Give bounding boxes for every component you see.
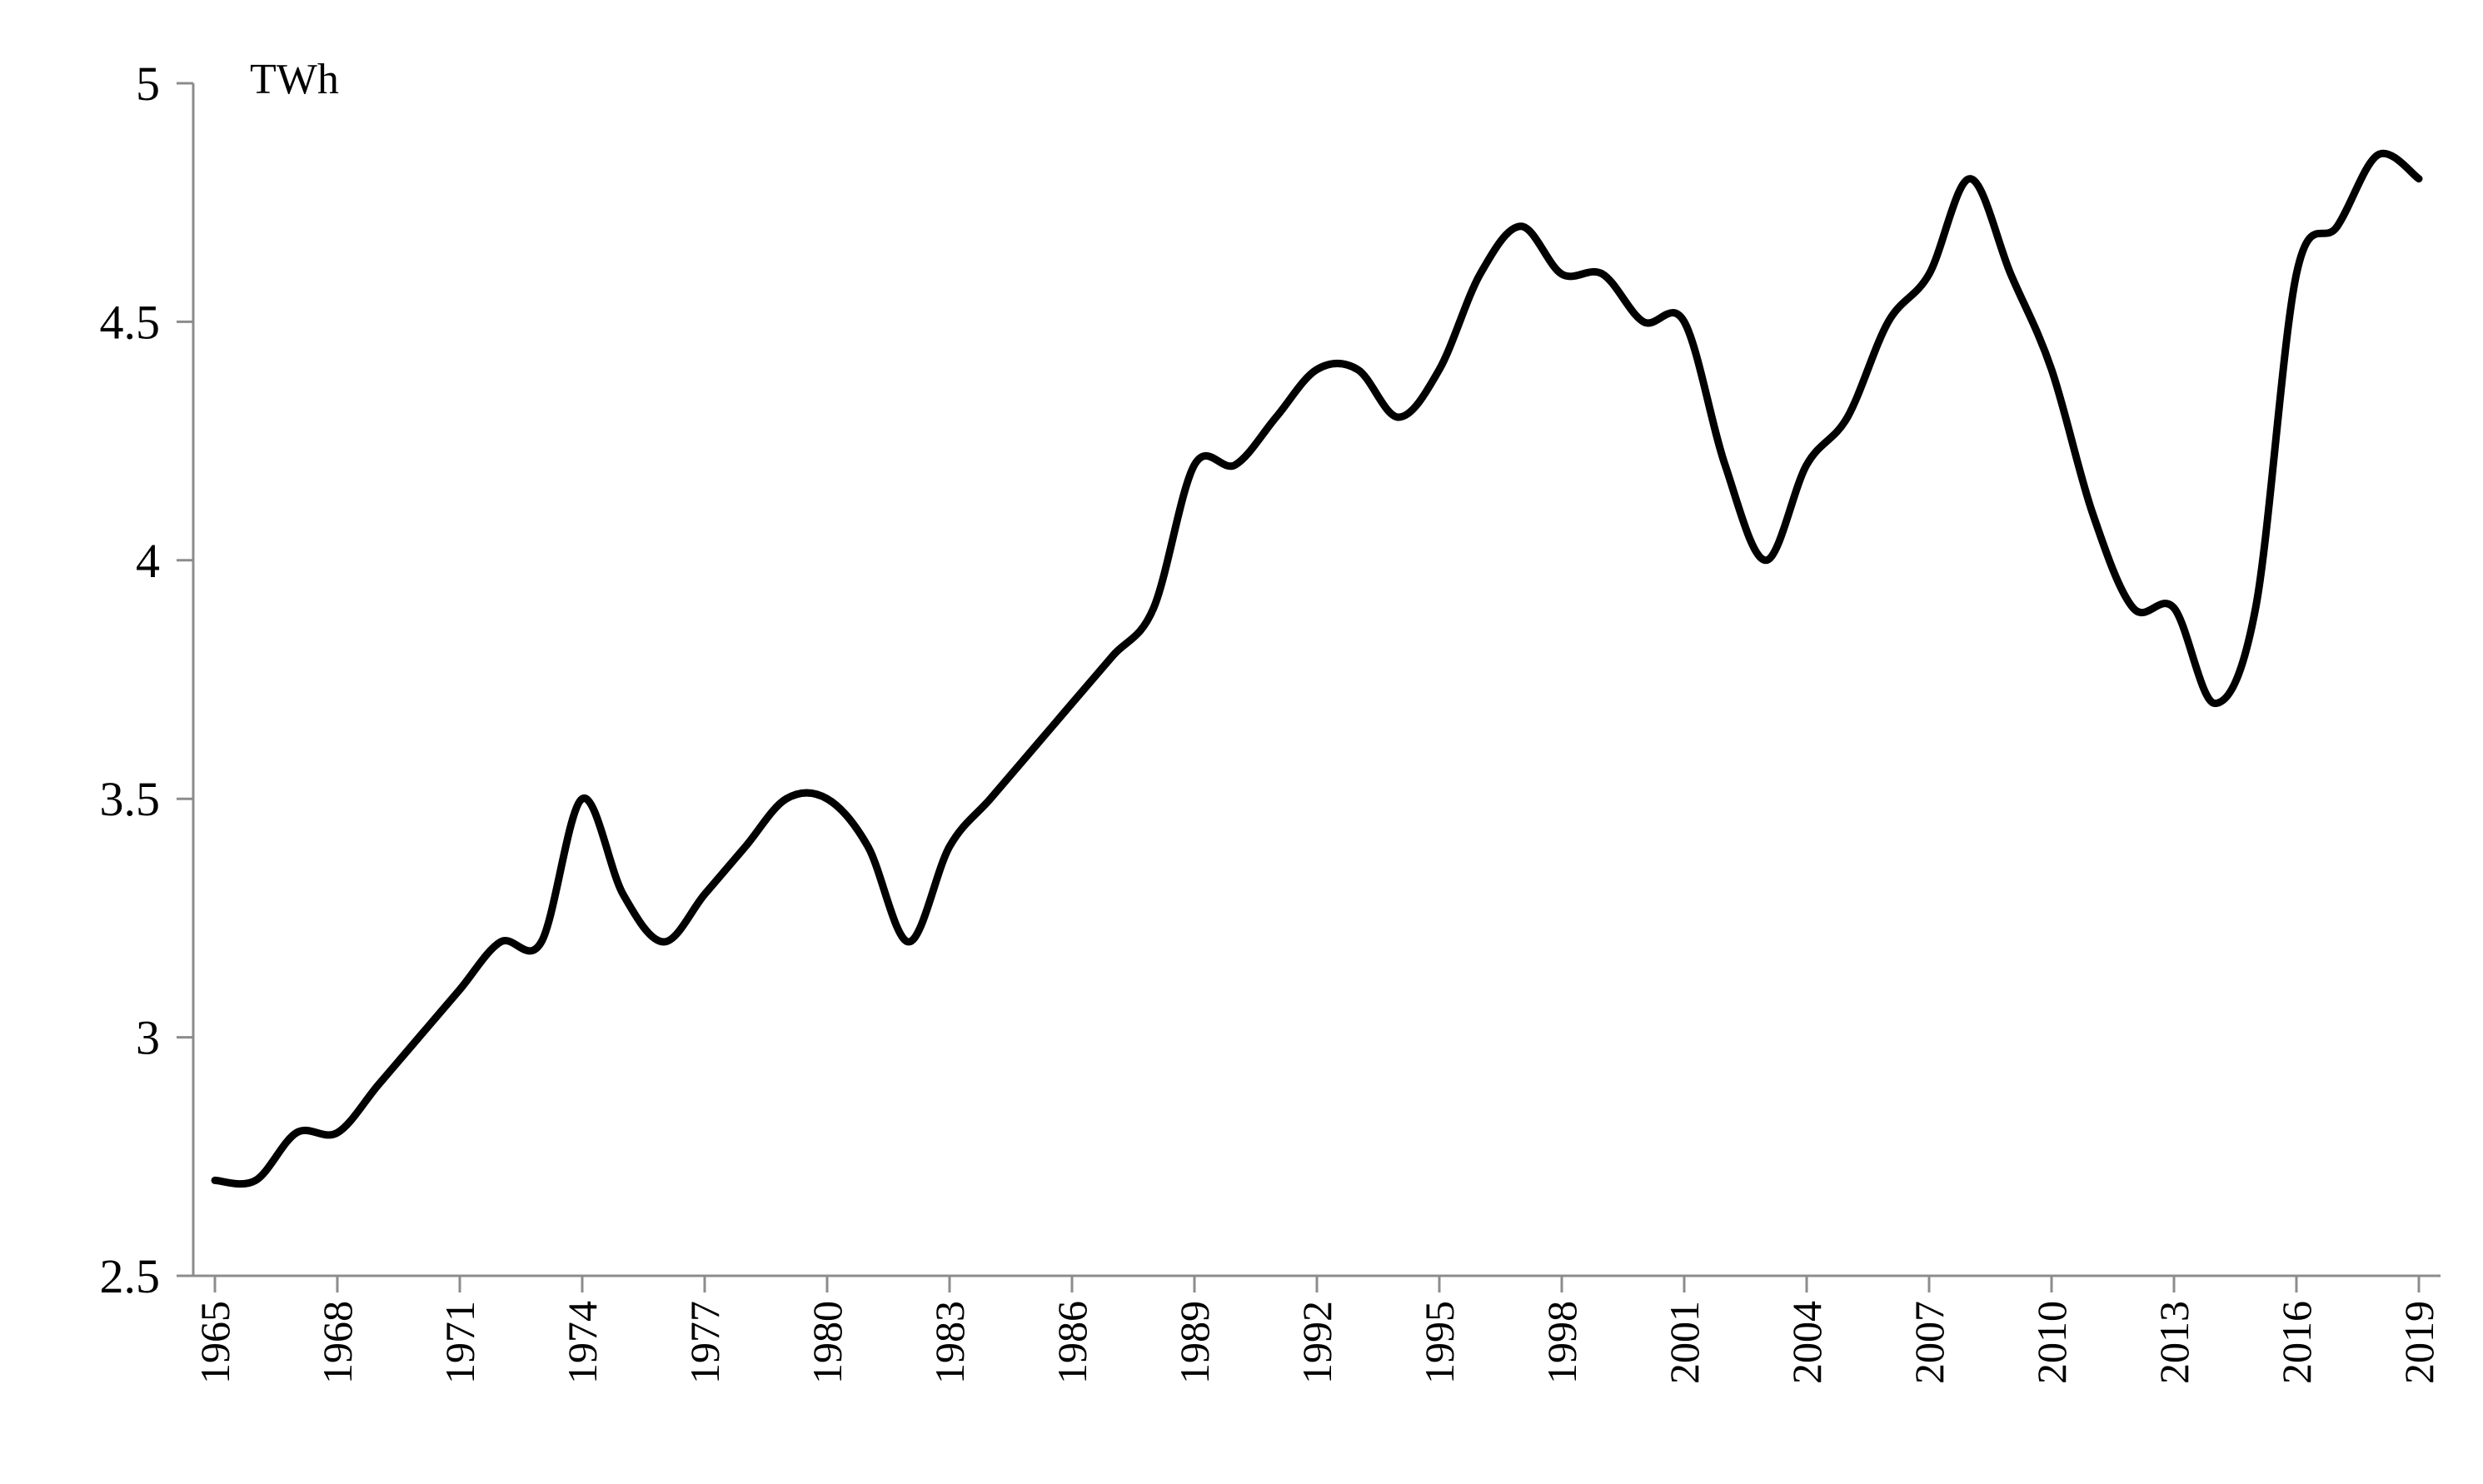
x-tick-label: 2019 [2396, 1301, 2442, 1384]
x-tick-label: 1983 [926, 1301, 973, 1384]
series-layer [211, 149, 2423, 1188]
series-line-0 [211, 149, 2423, 1188]
x-tick-label: 1977 [681, 1301, 728, 1384]
x-tick-label: 2004 [1783, 1301, 1830, 1384]
y-axis-unit-label: TWh [250, 56, 339, 103]
x-tick-label: 1995 [1416, 1301, 1463, 1384]
y-tick-label: 3 [136, 1011, 160, 1065]
x-tick-label: 1965 [192, 1301, 238, 1384]
x-tick-label: 2001 [1661, 1301, 1708, 1384]
x-tick-label: 2007 [1906, 1301, 1952, 1384]
x-tick-label: 1974 [559, 1301, 606, 1384]
x-tick-label: 1968 [314, 1301, 361, 1384]
x-tick-label: 1980 [804, 1301, 850, 1384]
y-tick-label: 4 [136, 534, 160, 588]
y-tick-label: 5 [136, 57, 160, 111]
x-tick-label: 1971 [436, 1301, 483, 1384]
x-tick-label: 1998 [1538, 1301, 1585, 1384]
y-tick-label: 4.5 [100, 295, 161, 349]
x-tick-label: 1989 [1171, 1301, 1218, 1384]
x-tick-label: 2013 [2151, 1301, 2197, 1384]
x-tick-label: 1992 [1294, 1301, 1340, 1384]
y-tick-label: 2.5 [100, 1249, 161, 1303]
x-tick-label: 2016 [2273, 1301, 2320, 1384]
y-tick-label: 3.5 [100, 772, 161, 826]
tick-labels: 2.5 3 3.5 4 4.5 5 1965 1968 1971 1974 1977 1980 1983… [100, 57, 2443, 1384]
axes [177, 82, 2441, 1292]
x-tick-label: 2010 [2028, 1301, 2075, 1384]
x-tick-label: 1986 [1049, 1301, 1095, 1384]
